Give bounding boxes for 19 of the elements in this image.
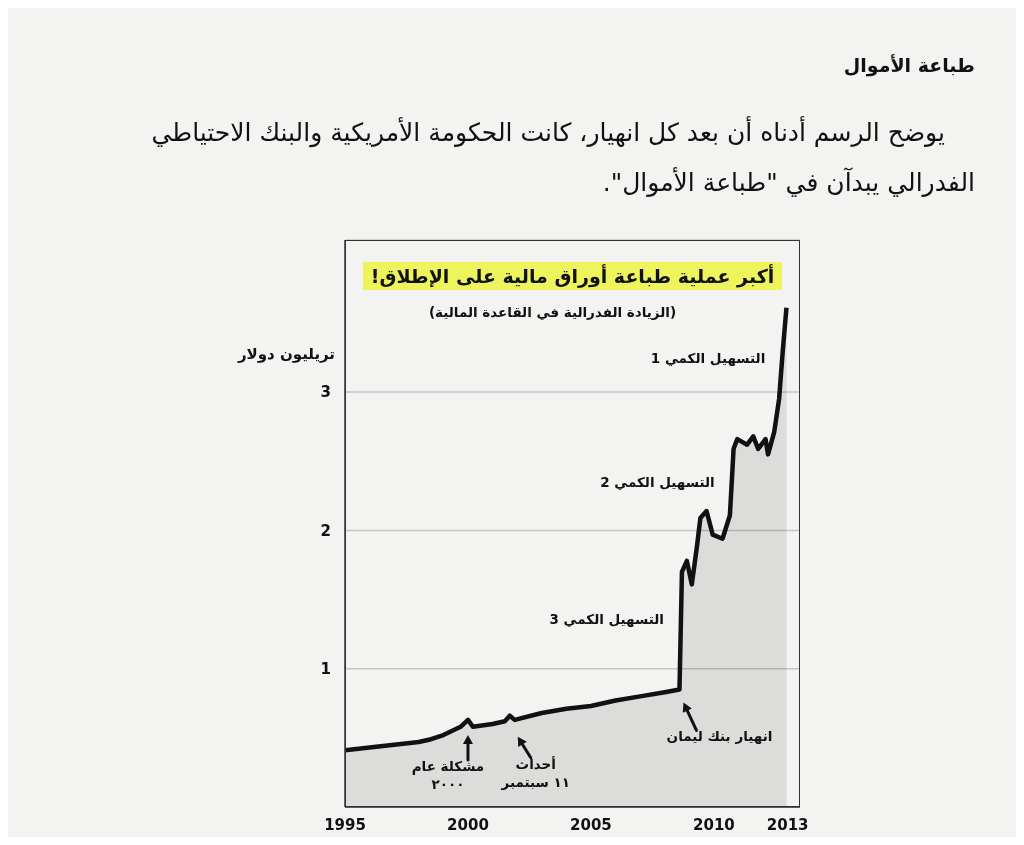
x-tick-label: 2010	[693, 815, 735, 834]
x-tick-label: 2013	[766, 815, 809, 834]
x-tick-label: 2005	[570, 815, 612, 834]
x-tick-label: 1995	[324, 815, 366, 834]
annotation: التسهيل الكمي 3	[549, 610, 664, 627]
annotation: انهيار بنك ليمان	[666, 728, 773, 745]
y-tick-label: 1	[320, 660, 331, 679]
text: طباعة الأموال	[842, 53, 975, 79]
annotation: أحداث ١١ سبتمبر	[500, 755, 571, 790]
text: أكبر عملية طباعة أوراق مالية على الإطلاق!	[362, 262, 783, 290]
y-axis-title: تريليون دولار	[236, 345, 335, 363]
x-tick-label: 2000	[447, 815, 489, 834]
annotation: التسهيل الكمي 1	[650, 349, 766, 366]
y-tick-label: 3	[320, 383, 331, 402]
text: يوضح الرسم أدناه أن بعد كل انهيار، كانت الحكومة الأمريكية والبنك الاحتياطي الفدرالي يبدآن في "طباعة الأموال".	[150, 115, 975, 199]
y-tick-label: 2	[320, 521, 331, 540]
annotation: مشكلة عام ٢٠٠٠	[411, 757, 485, 792]
text: (الزيادة الفدرالية في القاعدة المالية)	[427, 304, 678, 320]
annotation: التسهيل الكمي 2	[600, 474, 715, 491]
